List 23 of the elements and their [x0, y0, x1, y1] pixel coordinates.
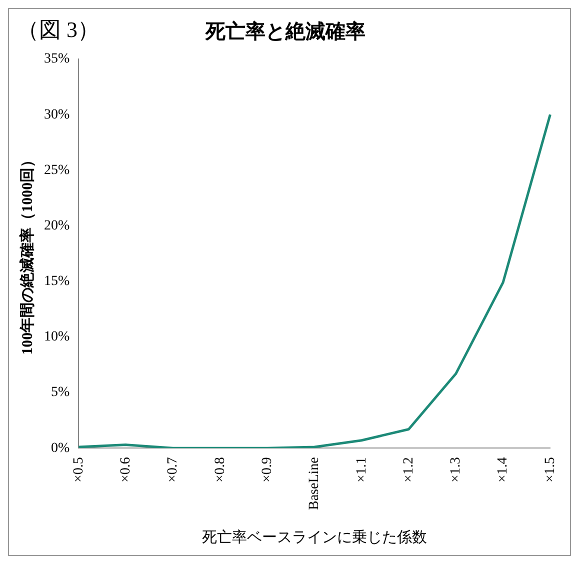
y-tick-label: 30%: [44, 107, 70, 122]
y-tick-label: 5%: [50, 385, 70, 400]
y-tick-label: 0%: [50, 440, 70, 456]
x-tick-label: ×1.5: [542, 457, 558, 483]
y-tick-label: 15%: [44, 274, 70, 290]
x-tick-label: ×0.6: [118, 457, 134, 483]
x-tick-label: ×0.8: [212, 457, 228, 483]
y-tick-label: 10%: [44, 330, 70, 345]
x-tick-label: ×1.1: [354, 457, 370, 483]
chart-title: 死亡率と絶滅確率: [204, 20, 366, 44]
x-tick-label: ×1.4: [496, 457, 511, 483]
x-tick-label: ×1.2: [401, 457, 416, 483]
y-axis-title: 100年間の絶滅確率（1000回）: [18, 152, 36, 355]
x-tick-label: ×0.7: [166, 457, 181, 483]
x-tick-label: ×0.5: [71, 457, 86, 483]
x-tick-label: BaseLine: [307, 457, 322, 510]
y-tick-label: 20%: [44, 218, 70, 234]
y-tick-label: 25%: [44, 162, 70, 178]
x-tick-label: ×1.3: [448, 457, 464, 483]
x-axis-title: 死亡率ベースラインに乗じた係数: [202, 528, 427, 546]
y-tick-label: 35%: [44, 52, 70, 67]
text: （図 3）: [17, 16, 100, 44]
x-tick-label: ×0.9: [260, 457, 275, 483]
